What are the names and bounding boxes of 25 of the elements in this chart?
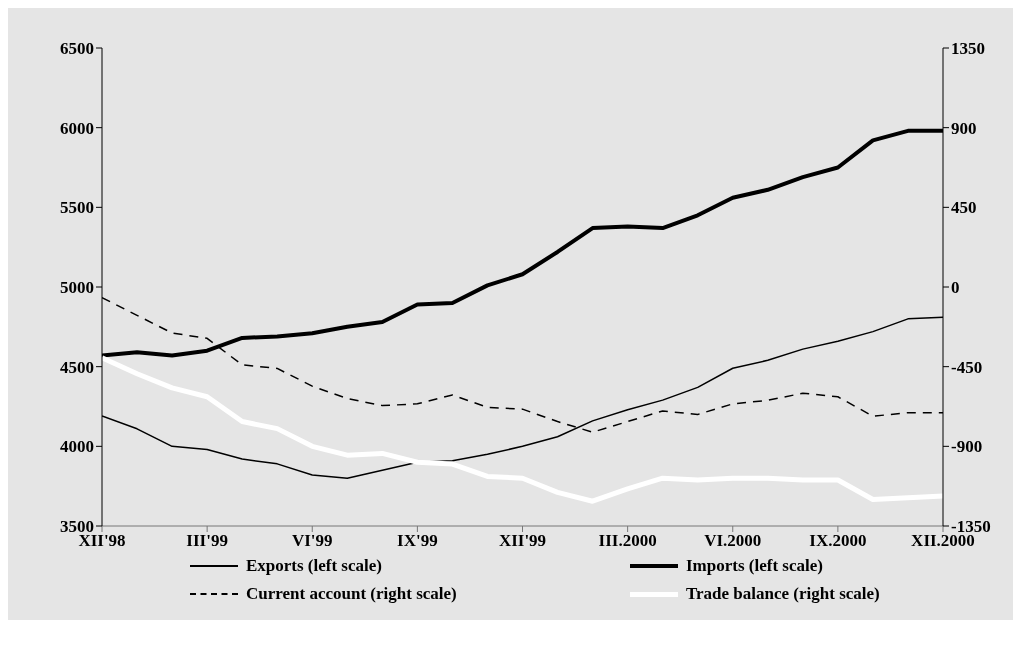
x-tick-label: XII.2000 — [911, 531, 975, 551]
y-tick-label: 5000 — [60, 278, 94, 298]
x-tick-label: VI'99 — [291, 531, 333, 551]
legend-label: Trade balance (right scale) — [686, 584, 880, 604]
y2-tick-label: 450 — [951, 198, 977, 218]
y-tick-label: 5500 — [60, 198, 94, 218]
x-tick-label: XII'98 — [78, 531, 126, 551]
y2-tick-label: -900 — [951, 437, 983, 457]
y2-tick-label: -450 — [951, 357, 983, 377]
legend-label: Exports (left scale) — [246, 556, 382, 576]
y-tick-label: 4500 — [60, 357, 94, 377]
x-tick-label: IX.2000 — [809, 531, 867, 551]
x-tick-label: III.2000 — [598, 531, 657, 551]
legend-label: Imports (left scale) — [686, 556, 823, 576]
x-tick-label: VI.2000 — [704, 531, 762, 551]
y2-tick-label: 900 — [951, 118, 977, 138]
x-tick-label: XII'99 — [498, 531, 547, 551]
legend-label: Current account (right scale) — [246, 584, 457, 604]
y-tick-label: 6000 — [60, 118, 94, 138]
y-tick-label: 4000 — [60, 437, 94, 457]
x-tick-label: IX'99 — [397, 531, 438, 551]
y-tick-label: 6500 — [60, 39, 94, 59]
y2-tick-label: 0 — [951, 278, 960, 298]
y2-tick-label: 1350 — [951, 39, 985, 59]
x-tick-label: III'99 — [186, 531, 228, 551]
